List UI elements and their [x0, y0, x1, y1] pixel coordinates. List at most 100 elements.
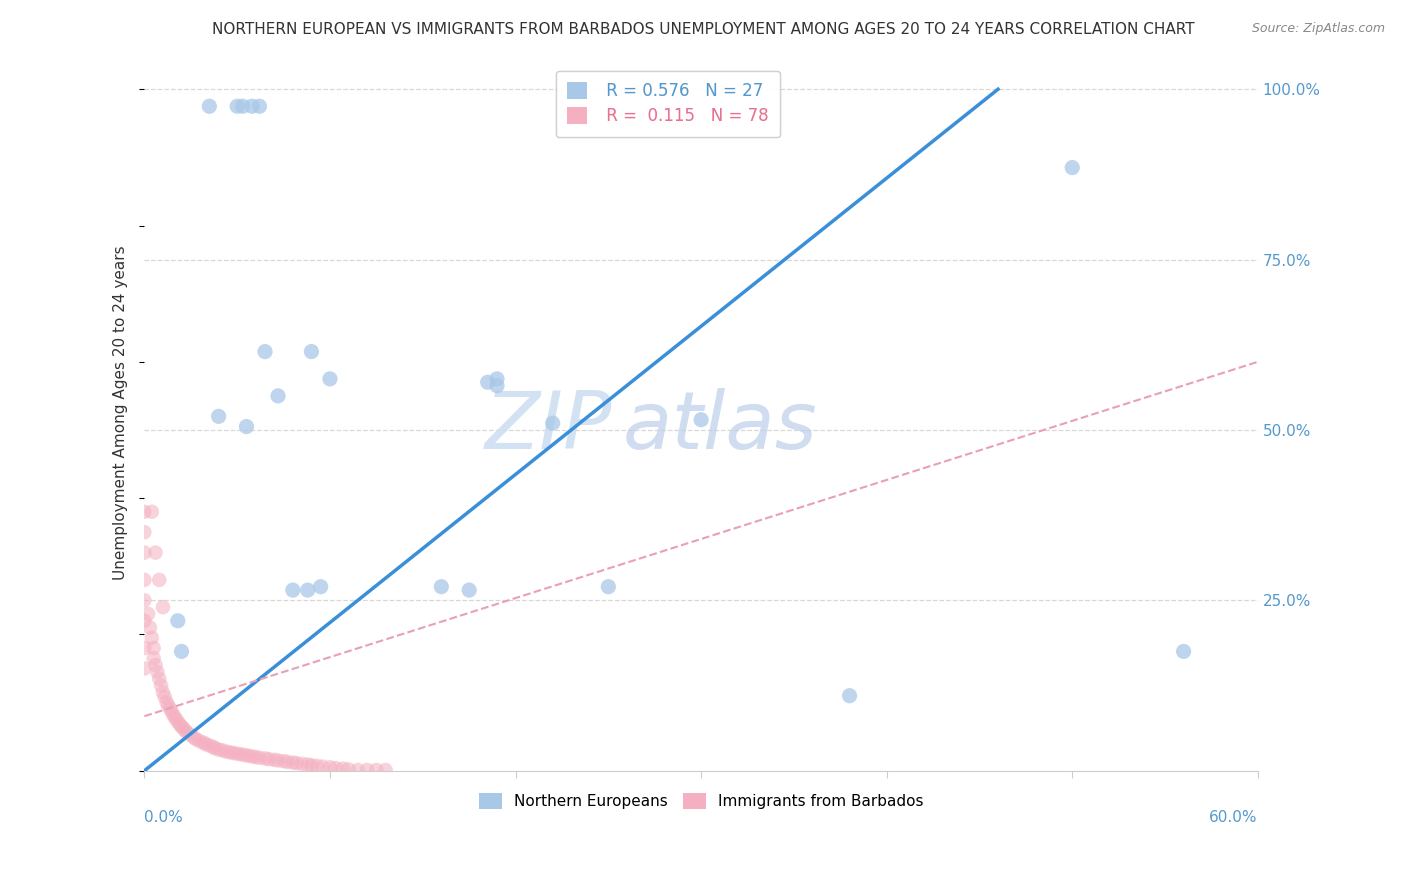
Point	[152, 685, 174, 699]
Point	[198, 99, 221, 113]
Point	[163, 709, 186, 723]
Text: Source: ZipAtlas.com: Source: ZipAtlas.com	[1251, 22, 1385, 36]
Point	[166, 614, 188, 628]
Point	[202, 739, 225, 754]
Point	[297, 583, 319, 598]
Point	[156, 696, 179, 710]
Point	[240, 99, 263, 113]
Point	[319, 760, 342, 774]
Point	[134, 505, 156, 519]
Point	[142, 640, 165, 655]
Point	[166, 714, 188, 729]
Point	[134, 593, 156, 607]
Point	[257, 752, 280, 766]
Point	[477, 376, 499, 390]
Point	[267, 754, 290, 768]
Point	[174, 723, 197, 738]
Point	[319, 372, 342, 386]
Point	[485, 378, 508, 392]
Point	[276, 755, 298, 769]
Point	[346, 763, 368, 777]
Point	[183, 731, 205, 745]
Point	[238, 748, 260, 763]
Point	[222, 746, 245, 760]
Point	[170, 644, 193, 658]
Point	[541, 416, 564, 430]
Point	[145, 658, 167, 673]
Text: atlas: atlas	[623, 388, 818, 467]
Point	[337, 762, 360, 776]
Point	[838, 689, 860, 703]
Text: ZIP: ZIP	[485, 388, 612, 467]
Point	[134, 573, 156, 587]
Point	[218, 745, 240, 759]
Point	[356, 763, 378, 777]
Point	[193, 736, 215, 750]
Point	[309, 580, 332, 594]
Point	[176, 725, 198, 739]
Point	[134, 640, 156, 655]
Point	[249, 99, 271, 113]
Point	[186, 732, 208, 747]
Point	[458, 583, 481, 598]
Point	[226, 747, 249, 761]
Point	[245, 750, 267, 764]
Point	[332, 762, 354, 776]
Point	[207, 742, 229, 756]
Point	[159, 702, 181, 716]
Point	[325, 761, 347, 775]
Point	[134, 614, 156, 628]
Point	[253, 751, 276, 765]
Point	[232, 99, 254, 113]
Point	[281, 583, 304, 598]
Point	[165, 712, 187, 726]
Point	[311, 759, 333, 773]
Point	[188, 734, 211, 748]
Point	[198, 739, 221, 753]
Point	[134, 546, 156, 560]
Point	[430, 580, 453, 594]
Point	[1173, 644, 1195, 658]
Point	[169, 717, 191, 731]
Point	[299, 344, 322, 359]
Point	[226, 99, 249, 113]
Point	[146, 665, 169, 679]
Y-axis label: Unemployment Among Ages 20 to 24 years: Unemployment Among Ages 20 to 24 years	[114, 245, 128, 580]
Point	[157, 698, 180, 713]
Point	[233, 747, 256, 762]
Point	[263, 753, 285, 767]
Point	[145, 546, 167, 560]
Point	[204, 741, 226, 756]
Point	[253, 344, 276, 359]
Point	[291, 756, 314, 771]
Point	[366, 763, 388, 777]
Text: 0.0%: 0.0%	[145, 810, 183, 825]
Point	[240, 749, 263, 764]
Point	[297, 757, 319, 772]
Point	[172, 722, 194, 736]
Point	[134, 525, 156, 540]
Text: NORTHERN EUROPEAN VS IMMIGRANTS FROM BARBADOS UNEMPLOYMENT AMONG AGES 20 TO 24 Y: NORTHERN EUROPEAN VS IMMIGRANTS FROM BAR…	[212, 22, 1194, 37]
Point	[148, 672, 170, 686]
Point	[235, 419, 257, 434]
Legend:  R = 0.576   N = 27,  R =  0.115   N = 78: R = 0.576 N = 27, R = 0.115 N = 78	[555, 70, 780, 137]
Point	[299, 758, 322, 772]
Point	[281, 756, 304, 770]
Point	[150, 679, 173, 693]
Point	[211, 743, 233, 757]
Point	[141, 505, 163, 519]
Point	[267, 389, 290, 403]
Point	[180, 728, 202, 742]
Text: 60.0%: 60.0%	[1209, 810, 1258, 825]
Point	[141, 631, 163, 645]
Point	[134, 661, 156, 675]
Point	[170, 719, 193, 733]
Point	[273, 754, 295, 768]
Point	[207, 409, 229, 424]
Point	[142, 651, 165, 665]
Point	[153, 690, 176, 705]
Point	[160, 706, 183, 720]
Point	[598, 580, 620, 594]
Point	[152, 600, 174, 615]
Point	[485, 372, 508, 386]
